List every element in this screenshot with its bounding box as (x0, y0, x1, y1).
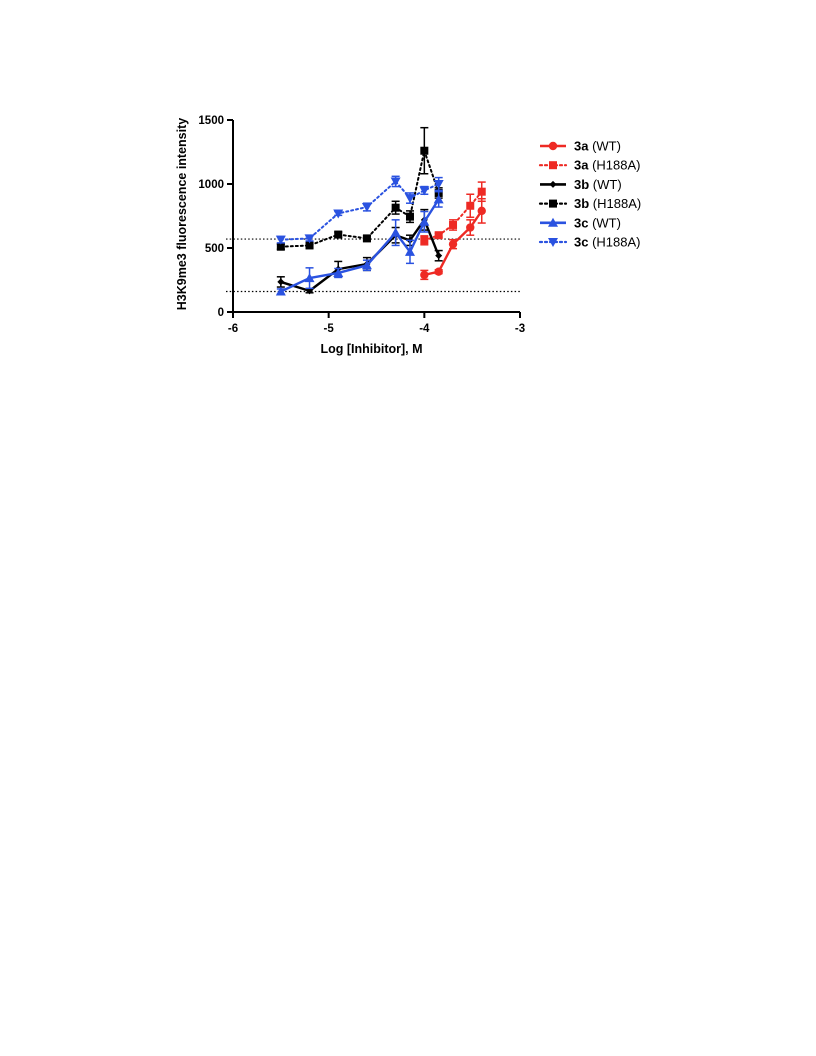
legend-label: 3a (H188A) (574, 158, 641, 173)
reference-lines (226, 238, 520, 293)
legend-item: 3b (WT) (540, 177, 622, 192)
data-point (304, 273, 315, 283)
data-point (333, 267, 344, 277)
data-point (305, 241, 314, 250)
series-4 (276, 126, 443, 251)
data-point (277, 278, 285, 286)
y-tick-label: 1500 (198, 115, 224, 127)
legend-marker (548, 141, 558, 151)
data-point (390, 177, 401, 187)
series-line (279, 149, 440, 248)
data-point (420, 236, 429, 245)
data-point (362, 234, 371, 243)
data-point (434, 267, 443, 276)
legend-item: 3a (WT) (540, 139, 621, 154)
legend-label: 3b (H188A) (574, 196, 641, 211)
x-tick-label: -6 (228, 323, 238, 335)
y-tick-label: 500 (205, 243, 224, 255)
data-point (419, 216, 430, 226)
series-6 (275, 175, 444, 245)
legend-label-compound: 3b (574, 177, 589, 192)
data-point (404, 194, 415, 204)
legend-label: 3c (WT) (574, 215, 621, 230)
data-point (433, 180, 444, 189)
data-point (466, 223, 475, 232)
data-point (275, 286, 286, 296)
legend-marker (549, 180, 557, 188)
axes (232, 120, 520, 313)
data-point (361, 260, 372, 270)
legend-marker (549, 199, 557, 208)
data-point (420, 270, 429, 280)
legend-marker (548, 238, 558, 247)
data-point (390, 227, 401, 237)
legend-label-variant: (H188A) (588, 158, 640, 173)
y-axis-label: H3K9me3 fluorescence intensity (175, 118, 189, 310)
series-line (423, 190, 483, 242)
data-point (405, 212, 414, 221)
series-2 (420, 181, 486, 246)
legend: 3a (WT)3a (H188A)3b (WT)3b (H188A)3c (WT… (538, 139, 641, 250)
legend-label-variant: (WT) (589, 177, 621, 192)
legend-label: 3b (WT) (574, 177, 622, 192)
legend-label: 3c (H188A) (574, 235, 641, 250)
data-point (404, 246, 415, 256)
legend-label-variant: (WT) (588, 139, 620, 154)
series-line (280, 198, 440, 293)
data-point (276, 242, 285, 251)
series-line (279, 180, 440, 241)
y-tick-label: 1000 (198, 179, 224, 191)
legend-label: 3a (WT) (574, 139, 621, 154)
legend-label-compound: 3c (574, 215, 588, 230)
legend-label-compound: 3a (574, 158, 589, 173)
legend-label-variant: (H188A) (589, 196, 641, 211)
legend-item: 3a (H188A) (538, 158, 641, 173)
x-ticks: -6 -5 -4 -3 (228, 312, 525, 335)
y-tick-label: 0 (218, 307, 224, 319)
data-point (449, 220, 458, 229)
data-point (477, 206, 486, 216)
data-point (333, 209, 344, 219)
x-tick-label: -4 (419, 323, 430, 335)
x-tick-label: -3 (515, 323, 525, 335)
data-point (419, 186, 430, 196)
legend-item: 3b (H188A) (538, 196, 641, 211)
legend-marker (549, 161, 557, 170)
series-5 (275, 190, 444, 296)
legend-item: 3c (WT) (540, 215, 621, 230)
legend-label-compound: 3c (574, 235, 588, 250)
data-point (304, 234, 315, 244)
legend-label-variant: (H188A) (588, 235, 640, 250)
data-point (275, 235, 286, 245)
data-point (433, 194, 444, 204)
legend-item: 3c (H188A) (538, 235, 641, 250)
x-axis-label: Log [Inhibitor], M (320, 342, 422, 356)
data-point (420, 146, 429, 155)
x-tick-label: -5 (324, 323, 335, 335)
data-point (466, 201, 475, 210)
legend-label-variant: (WT) (588, 215, 620, 230)
y-ticks: 0 500 1000 1500 (198, 115, 233, 319)
data-point (361, 203, 372, 213)
data-point (334, 230, 343, 239)
series-1 (420, 197, 486, 281)
data-point (391, 203, 400, 212)
data-point (434, 231, 443, 240)
data-point (435, 252, 443, 260)
data-point (448, 239, 458, 249)
legend-marker (548, 217, 558, 227)
legend-label-compound: 3a (574, 139, 589, 154)
data-point (306, 287, 314, 295)
series-layer (275, 126, 486, 296)
legend-label-compound: 3b (574, 196, 589, 211)
data-point (477, 187, 486, 196)
